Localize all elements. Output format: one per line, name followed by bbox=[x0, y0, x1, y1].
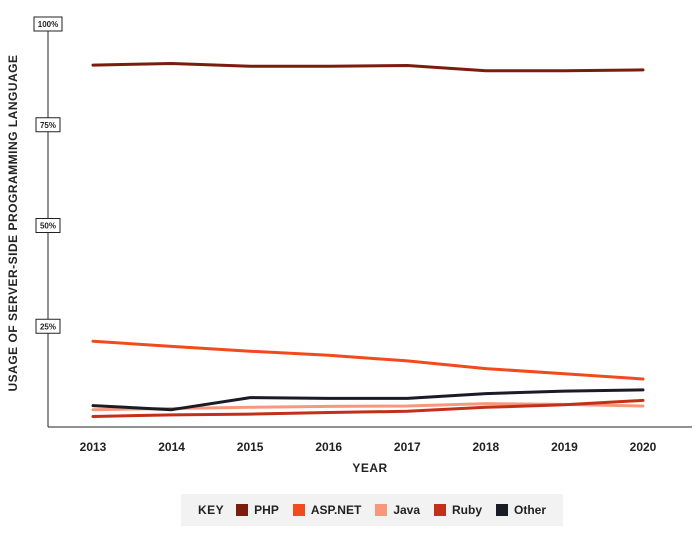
y-tick-label-50: 50% bbox=[40, 222, 56, 231]
legend-title: KEY bbox=[197, 503, 225, 517]
y-axis-ticks: 25% 50% 75% 100% bbox=[33, 16, 63, 334]
x-tick-label-2016: 2016 bbox=[315, 440, 342, 454]
y-tick-box-100 bbox=[33, 16, 63, 32]
legend-item-php: PHP bbox=[236, 503, 279, 517]
x-tick-label-2018: 2018 bbox=[473, 440, 500, 454]
legend-label-aspnet: ASP.NET bbox=[310, 503, 362, 517]
chart-axes bbox=[47, 24, 692, 428]
y-tick-label-25: 25% bbox=[40, 322, 56, 331]
y-tick-label-75: 75% bbox=[40, 121, 56, 130]
x-tick-label-2019: 2019 bbox=[551, 440, 578, 454]
y-tick-label-100: 100% bbox=[38, 20, 58, 29]
x-tick-label-2014: 2014 bbox=[158, 440, 185, 454]
legend-label-other: Other bbox=[514, 503, 547, 517]
line-chart: 25%50%75%100% 2013 2014 2015 2016 2017 2018 20… bbox=[6, 16, 692, 475]
y-tick-box-25 bbox=[35, 318, 61, 334]
series-line-aspnet bbox=[91, 339, 645, 381]
legend-swatch-aspnet bbox=[292, 504, 305, 516]
x-tick-label-2020: 2020 bbox=[630, 440, 657, 454]
x-tick-label-2015: 2015 bbox=[237, 440, 264, 454]
y-tick-100: 100% bbox=[33, 16, 63, 32]
series-line-ruby bbox=[91, 398, 645, 418]
x-axis-ticks: 2013 2014 2015 2016 2017 2018 2019 2020 bbox=[80, 440, 657, 454]
legend-item-ruby: Ruby bbox=[434, 503, 482, 517]
y-tick-50: 50% bbox=[35, 218, 61, 233]
legend-item-aspnet: ASP.NET bbox=[292, 503, 362, 517]
legend-swatch-ruby bbox=[434, 504, 447, 516]
legend-label-php: PHP bbox=[254, 503, 279, 517]
series-line-php bbox=[91, 62, 645, 73]
y-tick-75: 75% bbox=[35, 117, 61, 133]
y-tick-25: 25% bbox=[35, 318, 61, 334]
legend-swatch-java bbox=[375, 504, 388, 516]
legend-swatch-php bbox=[236, 504, 249, 516]
legend-label-java: Java bbox=[393, 503, 421, 517]
y-tick-box-75 bbox=[35, 117, 61, 133]
series-line-other bbox=[91, 388, 645, 412]
legend-item-java: Java bbox=[375, 503, 420, 517]
legend: KEY PHP ASP.NET Java Ruby Other bbox=[181, 494, 563, 526]
series-lines bbox=[91, 62, 645, 418]
legend-item-other: Other bbox=[496, 503, 546, 517]
x-tick-label-2013: 2013 bbox=[80, 440, 107, 454]
legend-label-ruby: Ruby bbox=[452, 503, 483, 517]
legend-swatch-other bbox=[496, 504, 509, 516]
y-axis-title: USAGE OF SERVER-SIDE PROGRAMMING LANGUAG… bbox=[6, 55, 20, 392]
x-tick-label-2017: 2017 bbox=[394, 440, 421, 454]
x-axis-title: YEAR bbox=[352, 461, 387, 475]
y-tick-box-50 bbox=[35, 218, 61, 233]
